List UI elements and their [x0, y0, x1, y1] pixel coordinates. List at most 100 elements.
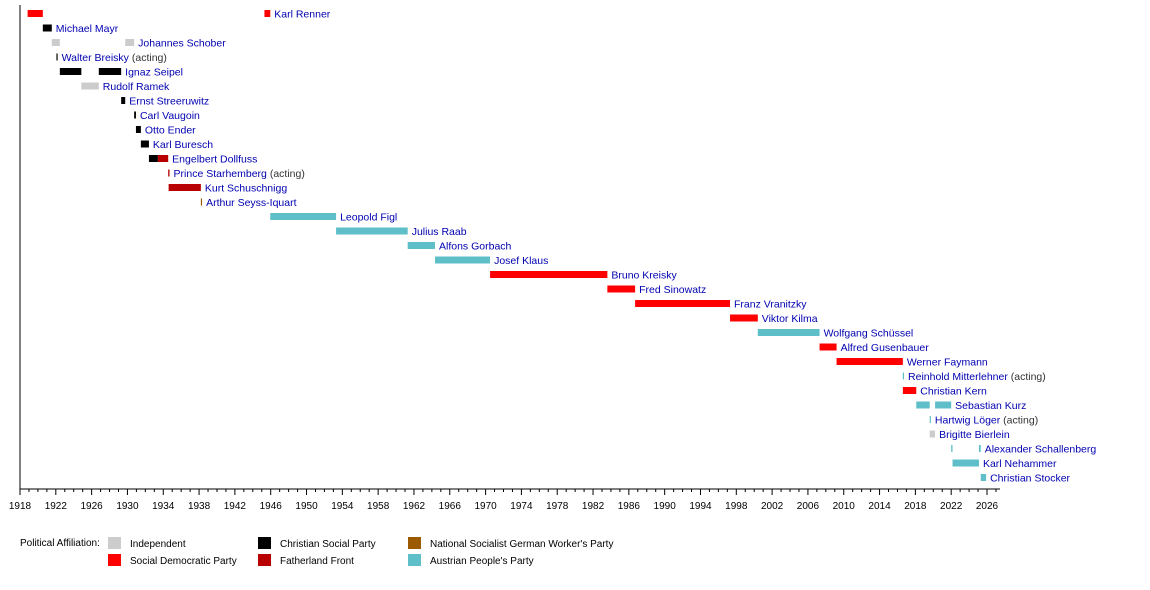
- legend-swatch: [108, 537, 121, 549]
- chancellor-row: Otto Ender: [135, 124, 196, 136]
- chancellor-row: Christian Stocker: [980, 472, 1071, 484]
- chancellor-name[interactable]: Alfred Gusenbauer: [841, 342, 930, 354]
- term-bar: [407, 242, 436, 249]
- chancellor-row: Alfred Gusenbauer: [819, 342, 930, 354]
- x-tick-label: 1930: [116, 501, 139, 512]
- legend-label: Independent: [130, 539, 186, 550]
- chancellor-row: Prince Starhemberg (acting): [168, 168, 305, 180]
- x-tick-label: 2018: [904, 501, 927, 512]
- term-bar: [134, 111, 136, 119]
- chancellor-name[interactable]: Carl Vaugoin: [140, 110, 200, 122]
- acting-note: (acting): [129, 52, 167, 64]
- chancellor-row: Reinhold Mitterlehner (acting): [902, 371, 1046, 383]
- chancellor-row: Christian Kern: [902, 385, 987, 397]
- legend-swatch: [258, 554, 271, 566]
- chancellor-name[interactable]: Michael Mayr: [56, 23, 119, 35]
- legend-swatch: [408, 537, 421, 549]
- x-tick-label: 1982: [582, 501, 605, 512]
- legend-swatch: [108, 554, 121, 566]
- chancellor-name[interactable]: Julius Raab: [412, 226, 467, 238]
- chancellor-row: Johannes Schober: [51, 37, 226, 49]
- chancellor-name[interactable]: Wolfgang Schüssel: [824, 327, 914, 339]
- term-bar: [51, 39, 60, 46]
- chancellor-row: Kurt Schuschnigg: [168, 182, 287, 194]
- chancellor-name[interactable]: Karl Renner: [274, 8, 331, 20]
- chancellor-name[interactable]: Christian Stocker: [990, 472, 1070, 484]
- term-bar: [902, 372, 905, 380]
- chancellor-name[interactable]: Franz Vranitzky: [734, 298, 807, 310]
- term-bar: [607, 285, 636, 293]
- term-bar: [929, 416, 931, 423]
- chancellor-row: Viktor Kilma: [730, 313, 818, 325]
- term-bar: [56, 53, 58, 61]
- chancellor-name[interactable]: Werner Faymann: [907, 356, 988, 368]
- chancellor-name[interactable]: Josef Klaus: [494, 255, 548, 267]
- x-tick-label: 1950: [295, 501, 318, 512]
- term-bar: [59, 68, 82, 75]
- x-tick-label: 1974: [510, 501, 533, 512]
- chancellor-name[interactable]: Alfons Gorbach: [439, 240, 512, 252]
- chancellor-name[interactable]: Johannes Schober: [138, 37, 226, 49]
- x-tick-label: 1986: [618, 501, 641, 512]
- chancellor-row: Bruno Kreisky: [490, 269, 677, 281]
- chancellor-row: Karl Buresch: [140, 139, 213, 151]
- chancellor-row: Alfons Gorbach: [407, 240, 512, 252]
- term-bar: [916, 401, 930, 409]
- chancellor-name[interactable]: Engelbert Dollfuss: [172, 153, 257, 165]
- chancellor-row: Alexander Schallenberg: [951, 443, 1096, 455]
- chancellor-name[interactable]: Rudolf Ramek: [103, 81, 170, 93]
- chancellor-name[interactable]: Leopold Figl: [340, 211, 397, 223]
- acting-note: (acting): [1008, 371, 1046, 383]
- term-bar: [148, 155, 158, 162]
- chancellor-row: Walter Breisky (acting): [56, 52, 167, 64]
- chancellor-row: Wolfgang Schüssel: [757, 327, 914, 339]
- chancellor-row: Julius Raab: [336, 226, 467, 238]
- x-tick-label: 2002: [761, 501, 784, 512]
- chancellor-name[interactable]: Alexander Schallenberg: [985, 443, 1097, 455]
- legend-item: Fatherland Front: [258, 554, 354, 567]
- legend-swatch: [408, 554, 421, 566]
- term-bar: [730, 314, 758, 322]
- x-tick-label: 1958: [367, 501, 390, 512]
- legend-label: Christian Social Party: [280, 539, 376, 550]
- chancellor-row: Carl Vaugoin: [134, 110, 200, 122]
- x-tick-label: 1938: [188, 501, 211, 512]
- chancellor-name[interactable]: Prince Starhemberg (acting): [174, 168, 305, 180]
- term-bar: [135, 126, 141, 133]
- term-bar: [264, 10, 271, 17]
- chancellor-name[interactable]: Reinhold Mitterlehner (acting): [908, 371, 1046, 383]
- term-bar: [200, 198, 203, 206]
- chancellor-name[interactable]: Christian Kern: [920, 385, 987, 397]
- term-bar: [336, 227, 408, 235]
- x-tick-label: 1942: [224, 501, 247, 512]
- chancellor-name[interactable]: Sebastian Kurz: [955, 400, 1026, 412]
- x-tick-label: 1922: [45, 501, 68, 512]
- chancellor-name[interactable]: Viktor Kilma: [762, 313, 818, 325]
- chancellor-name[interactable]: Ernst Streeruwitz: [129, 95, 209, 107]
- chancellor-row: Ignaz Seipel: [59, 66, 183, 78]
- chancellor-name[interactable]: Otto Ender: [145, 124, 196, 136]
- chancellor-name[interactable]: Walter Breisky (acting): [62, 52, 167, 64]
- chancellor-name[interactable]: Fred Sinowatz: [639, 284, 706, 296]
- term-bar: [490, 271, 608, 278]
- chancellor-name[interactable]: Ignaz Seipel: [125, 66, 183, 78]
- chancellor-name[interactable]: Brigitte Bierlein: [939, 429, 1010, 441]
- chancellor-row: Michael Mayr: [42, 23, 119, 35]
- chancellor-row: Josef Klaus: [435, 255, 548, 267]
- term-bar: [819, 343, 837, 351]
- chancellor-name[interactable]: Karl Nehammer: [983, 458, 1057, 470]
- x-tick-label: 2006: [797, 501, 820, 512]
- chancellor-name[interactable]: Bruno Kreisky: [611, 269, 677, 281]
- chancellor-name[interactable]: Arthur Seyss-Iquart: [206, 197, 297, 209]
- chancellor-row: Arthur Seyss-Iquart: [200, 197, 297, 209]
- chancellor-row: Hartwig Löger (acting): [929, 414, 1038, 426]
- legend-item: National Socialist German Worker's Party: [408, 537, 613, 550]
- chancellor-name[interactable]: Hartwig Löger (acting): [935, 414, 1038, 426]
- term-bar: [140, 140, 149, 148]
- x-tick-label: 1978: [546, 501, 569, 512]
- x-tick-label: 2014: [868, 501, 891, 512]
- chancellor-row: Leopold Figl: [270, 211, 397, 223]
- chancellor-name[interactable]: Karl Buresch: [153, 139, 213, 151]
- chancellor-name[interactable]: Kurt Schuschnigg: [205, 182, 287, 194]
